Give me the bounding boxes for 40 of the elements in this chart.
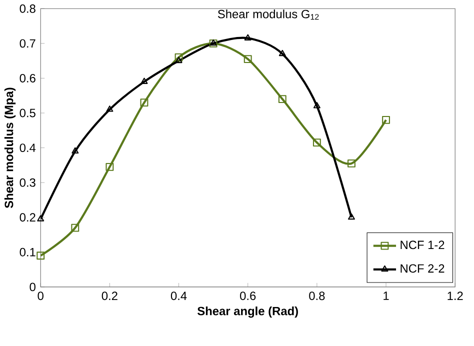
x-axis-title: Shear angle (Rad): [198, 306, 298, 318]
y-tick-label: 0.8: [20, 4, 36, 14]
legend-label: NCF 1-2: [400, 240, 444, 250]
point: [37, 215, 44, 222]
y-tick-label: 0: [30, 282, 36, 292]
point: [278, 95, 286, 104]
point: [106, 163, 114, 172]
point: [312, 138, 321, 147]
legend-label: NCF 2-2: [400, 264, 444, 273]
x-tick-label: 0.8: [309, 292, 325, 300]
point: [140, 98, 148, 107]
y-tick-label: 0.7: [20, 39, 36, 48]
point: [382, 116, 390, 124]
point: [348, 214, 355, 220]
x-tick-label: 0.4: [170, 292, 187, 300]
point: [278, 50, 286, 56]
x-tick-label: 1: [384, 292, 389, 300]
y-tick-label: 0.5: [20, 108, 36, 118]
y-axis-title: Shear modulus (Mpa): [4, 88, 16, 208]
chart-title: Shear modulus G$_{12}$: [218, 10, 319, 20]
point: [71, 224, 80, 232]
point: [348, 160, 356, 168]
point: [244, 34, 252, 41]
x-tick-label: 0: [38, 292, 44, 300]
y-tick-label: 0.6: [20, 74, 36, 83]
point: [244, 55, 252, 64]
y-tick-label: 0.4: [20, 144, 36, 152]
point: [36, 252, 45, 260]
x-tick-label: 0.2: [102, 292, 118, 300]
point: [175, 57, 182, 64]
x-tick-label: 1.2: [448, 292, 463, 300]
point: [174, 54, 183, 62]
point: [106, 106, 114, 112]
y-tick-label: 0.3: [20, 178, 36, 188]
y-tick-label: 0.2: [20, 213, 36, 222]
point: [72, 147, 79, 154]
x-tick-label: 0.6: [240, 292, 256, 300]
point: [313, 102, 320, 108]
point: [140, 78, 148, 84]
y-tick-label: 0.1: [20, 248, 36, 257]
